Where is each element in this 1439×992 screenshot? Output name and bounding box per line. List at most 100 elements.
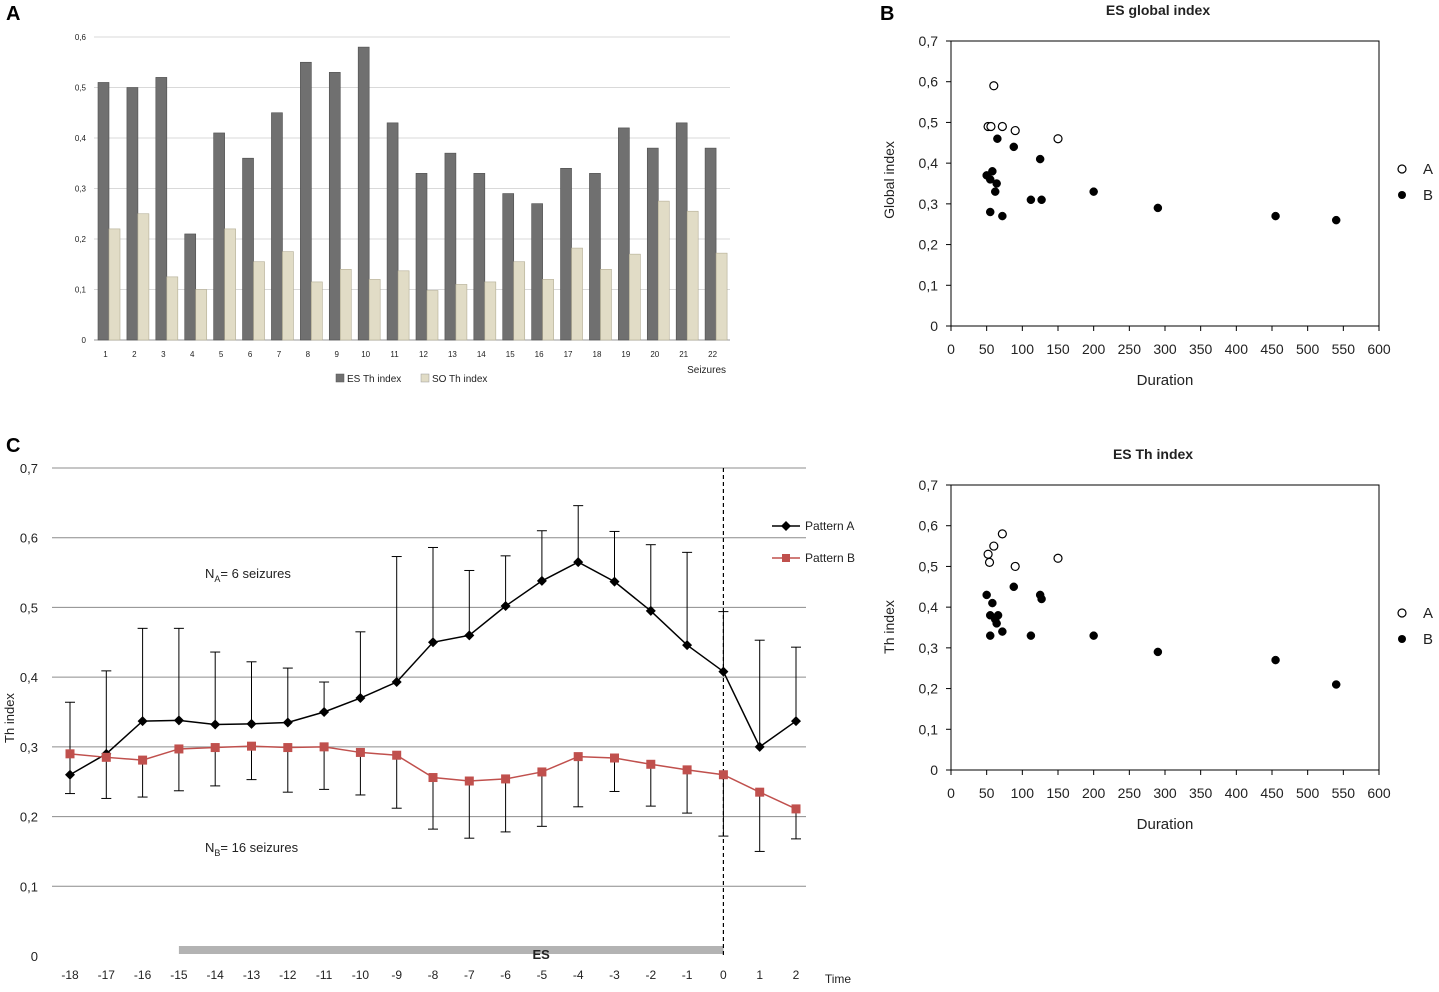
y-tick-labels: 0 0,1 0,2 0,3 0,4 0,5 0,6 0,7 [919,477,939,778]
bar-so-th-index [108,228,121,341]
data-point-pattern-b [283,743,293,753]
y-tick-label: 0,3 [919,640,939,656]
x-tick-label: 18 [593,350,602,359]
y-tick-label: 0,7 [20,461,38,476]
bar-es-th-index [444,152,457,341]
series-line-pattern-b [65,741,801,814]
legend-marker-pattern-a [781,521,791,531]
data-point-pattern-b [138,755,148,765]
data-point-b [1153,203,1163,213]
x-axis-label: Time [825,972,852,986]
scatter-chart-th-index: ES Th index 0 0,1 0,2 0,3 0,4 0,5 0,6 0,7 0 50 10… [881,446,1433,833]
y-tick-label: 0,5 [919,558,939,574]
bar-so-th-index [715,252,728,341]
x-axis-label: Duration [1137,816,1194,833]
y-tick-label: 0,2 [20,810,38,825]
data-point-pattern-a [428,637,438,648]
legend: Pattern A Pattern B [772,519,855,565]
legend-label-b: B [1423,631,1433,648]
data-point-pattern-b [718,770,728,780]
x-tick-label: 17 [564,350,573,359]
bar-so-th-index [224,228,236,341]
data-point-pattern-a [173,715,184,726]
legend-marker-b [1398,191,1406,199]
legend-swatch-so [420,373,430,383]
scatter-chart-global-index: ES global index 0 0,1 0,2 0,3 0,4 0,5 0,6 0,7 0… [881,2,1433,389]
data-point-a [1053,134,1063,144]
panel-label-c: C [6,435,20,457]
bar-so-th-index [253,261,265,341]
bar-so-th-index [600,268,612,341]
bar-so-th-index [542,279,554,341]
x-tick-label: 500 [1296,341,1320,357]
data-point-b [1153,647,1163,657]
x-tick-label: -1 [682,968,693,982]
bar-es-th-index [242,157,254,341]
data-point-b [1026,195,1036,205]
x-tick-label: -12 [279,968,297,982]
x-tick-label: -15 [170,968,188,982]
x-tick-label: 50 [979,341,995,357]
x-tick-label: 8 [306,350,311,359]
y-tick-label: 0,3 [20,740,38,755]
data-point-b [1331,215,1341,225]
data-point-b [992,179,1001,188]
data-point-b [990,187,1000,196]
y-axis-label: Global index [881,141,897,219]
x-tick-label: -10 [352,968,370,982]
bar-so-th-index [455,284,468,341]
y-tick-label: 0,5 [20,600,38,615]
bar-so-th-index [195,289,208,341]
data-point-a [1053,553,1063,563]
legend: A B [1397,161,1433,204]
y-tick-label: 0 [930,318,938,334]
data-point-pattern-b [501,774,511,784]
data-point-pattern-a [246,718,257,729]
bar-so-th-index [484,281,497,341]
bar-so-th-index [426,290,439,341]
data-point-pattern-a [718,666,729,677]
data-point-pattern-a [464,630,475,641]
data-point-pattern-b [355,747,365,757]
data-point-pattern-a [319,707,330,717]
bar-so-th-index [137,213,150,341]
y-tick-label: 0,6 [75,33,87,42]
bar-so-th-index [368,279,381,341]
data-point-pattern-b [65,749,75,759]
x-tick-labels: -18 -17 -16 -15 -14 -13 -12 -11 -10 -9 -8 -7 -6 -5 -4-… [61,968,799,982]
x-tick-label: 50 [979,785,995,801]
plot-frame [950,484,1380,771]
data-point-b [1026,631,1036,640]
x-tick-label: 6 [248,350,253,359]
data-point-b [1037,594,1046,604]
x-tick-label: -18 [61,968,79,982]
bar-so-th-index [397,270,410,341]
data-point-a [997,121,1007,132]
bar-es-th-index [357,46,370,341]
data-point-pattern-a [682,640,693,651]
x-tick-label: -7 [464,968,475,982]
x-tick-label: 1 [756,968,763,982]
data-point-pattern-a [645,605,656,616]
x-tick-label: 9 [335,350,340,359]
x-tick-label: 150 [1046,785,1070,801]
x-tick-label: 350 [1189,785,1213,801]
y-tick-label: 0,4 [919,155,939,171]
data-point-pattern-a [573,557,584,568]
x-tick-label: 15 [506,350,515,359]
panel-label-b: B [880,3,894,25]
bar-es-th-index [300,61,312,341]
bar-es-th-index [213,132,225,341]
x-tick-label: 13 [448,350,457,359]
x-tick-label: -5 [537,968,548,982]
y-tick-label: 0,6 [919,74,939,90]
x-tick-label: -13 [243,968,261,982]
x-tick-label: 7 [277,350,282,359]
data-point-b [985,207,995,217]
x-tick-label: 400 [1225,785,1249,801]
x-tick-label: 250 [1118,341,1142,357]
data-point-pattern-b [682,765,692,775]
data-point-b [1271,211,1280,221]
x-tick-label: 19 [621,350,630,359]
